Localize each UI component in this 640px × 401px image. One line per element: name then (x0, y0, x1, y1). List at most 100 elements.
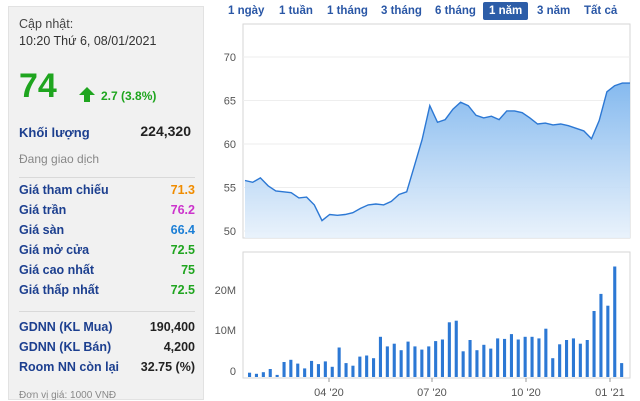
volume-bar (434, 341, 438, 377)
y-tick-label: 20M (215, 285, 236, 297)
tab-1-year[interactable]: 1 năm (483, 2, 529, 20)
volume-bar (447, 322, 451, 377)
row-foreign-sell: GDNN (KL Bán) 4,200 (19, 340, 195, 358)
x-tick-label: 10 '20 (511, 387, 541, 399)
volume-bar (358, 356, 362, 377)
row-value: 32.75 (%) (140, 360, 195, 374)
row-label: Giá mở cửa (19, 243, 90, 257)
volume-bar (620, 363, 624, 377)
volume-bar (571, 338, 575, 377)
row-open-price: Giá mở cửa 72.5 (19, 243, 195, 261)
volume-bar (565, 340, 569, 377)
volume-bar (599, 293, 603, 377)
volume-bar (248, 372, 252, 377)
volume-bar (468, 340, 472, 377)
y-tick-label: 70 (224, 52, 236, 64)
row-low-price: Giá thấp nhất 72.5 (19, 283, 195, 301)
volume-bar (420, 349, 424, 377)
row-reference-price: Giá tham chiếu 71.3 (19, 183, 195, 201)
volume-bar (310, 360, 314, 377)
volume-bar (268, 369, 272, 377)
current-price: 74 (19, 67, 57, 105)
volume-bar (427, 346, 431, 377)
volume-bar (489, 348, 493, 377)
row-label: Giá thấp nhất (19, 283, 99, 297)
volume-bar (440, 339, 444, 377)
volume-bar (282, 362, 286, 377)
volume-label: Khối lượng (19, 125, 90, 140)
updated-time: 10:20 Thứ 6, 08/01/2021 (19, 34, 157, 48)
range-tabs: 1 ngày 1 tuần 1 tháng 3 tháng 6 tháng 1 … (222, 2, 636, 20)
volume-bar (475, 350, 479, 377)
row-label: GDNN (KL Mua) (19, 320, 113, 334)
volume-bar (406, 341, 410, 377)
volume-bar (613, 266, 617, 377)
divider (19, 177, 195, 178)
tab-6-months[interactable]: 6 tháng (435, 5, 476, 17)
quote-panel: Cập nhật: 10:20 Thứ 6, 08/01/2021 74 2.7… (8, 6, 204, 401)
volume-bar (289, 359, 293, 377)
tab-1-week[interactable]: 1 tuần (279, 5, 313, 17)
row-value: 71.3 (170, 183, 195, 197)
row-foreign-room: Room NN còn lại 32.75 (%) (19, 360, 195, 378)
volume-bar (254, 373, 258, 377)
volume-bar (296, 363, 300, 377)
price-line (244, 82, 630, 222)
tab-1-day[interactable]: 1 ngày (228, 5, 265, 17)
row-value: 190,400 (149, 320, 195, 334)
volume-bar (261, 372, 265, 377)
volume-bar (509, 334, 513, 377)
volume-bar (316, 364, 320, 377)
price-chart: 50 55 60 65 70 (224, 23, 631, 239)
y-tick-label: 55 (224, 183, 236, 195)
y-tick-label: 60 (224, 139, 236, 151)
tab-1-month[interactable]: 1 tháng (327, 5, 368, 17)
volume-bar (372, 358, 376, 377)
volume-bar (461, 351, 465, 377)
volume-bar (413, 346, 417, 377)
row-label: Giá trần (19, 203, 67, 217)
volume-bar (323, 361, 327, 377)
volume-bar (585, 340, 589, 377)
x-tick-label: 07 '20 (417, 387, 447, 399)
trading-status: Đang giao dịch (19, 152, 100, 166)
tab-all[interactable]: Tất cả (584, 5, 618, 17)
volume-bar (378, 336, 382, 377)
row-value: 76.2 (170, 203, 195, 217)
row-floor-price: Giá sàn 66.4 (19, 223, 195, 241)
volume-bar (399, 350, 403, 377)
volume-bar (544, 328, 548, 377)
volume-bar (496, 338, 500, 377)
x-tick-label: 04 '20 (314, 387, 344, 399)
volume-bar (516, 339, 520, 377)
volume-bar (592, 311, 596, 377)
x-tick-label: 01 '21 (595, 387, 625, 399)
volume-bar (454, 320, 458, 377)
tab-3-years[interactable]: 3 năm (537, 5, 571, 17)
row-foreign-buy: GDNN (KL Mua) 190,400 (19, 320, 195, 338)
volume-bar (578, 343, 582, 377)
y-tick-label: 50 (224, 226, 236, 238)
tab-3-months[interactable]: 3 tháng (381, 5, 422, 17)
y-tick-label: 10M (215, 325, 236, 337)
volume-bar (337, 347, 341, 377)
row-label: Giá cao nhất (19, 263, 95, 277)
row-value: 66.4 (170, 223, 195, 237)
volume-bar (351, 365, 355, 377)
row-value: 75 (181, 263, 195, 277)
y-tick-label: 0 (230, 366, 236, 378)
divider (19, 311, 195, 312)
volume-bar (385, 346, 389, 377)
row-label: Room NN còn lại (19, 360, 120, 374)
volume-bar (523, 336, 527, 377)
price-change: 2.7 (3.8%) (101, 89, 157, 103)
row-value: 4,200 (163, 340, 195, 354)
volume-value: 224,320 (140, 123, 191, 139)
volume-bar (530, 336, 534, 377)
row-high-price: Giá cao nhất 75 (19, 263, 195, 281)
row-label: Giá sàn (19, 223, 65, 237)
volume-bar (303, 368, 307, 377)
updated-label: Cập nhật: (19, 17, 74, 31)
volume-bar (537, 338, 541, 377)
volume-bar (365, 355, 369, 377)
